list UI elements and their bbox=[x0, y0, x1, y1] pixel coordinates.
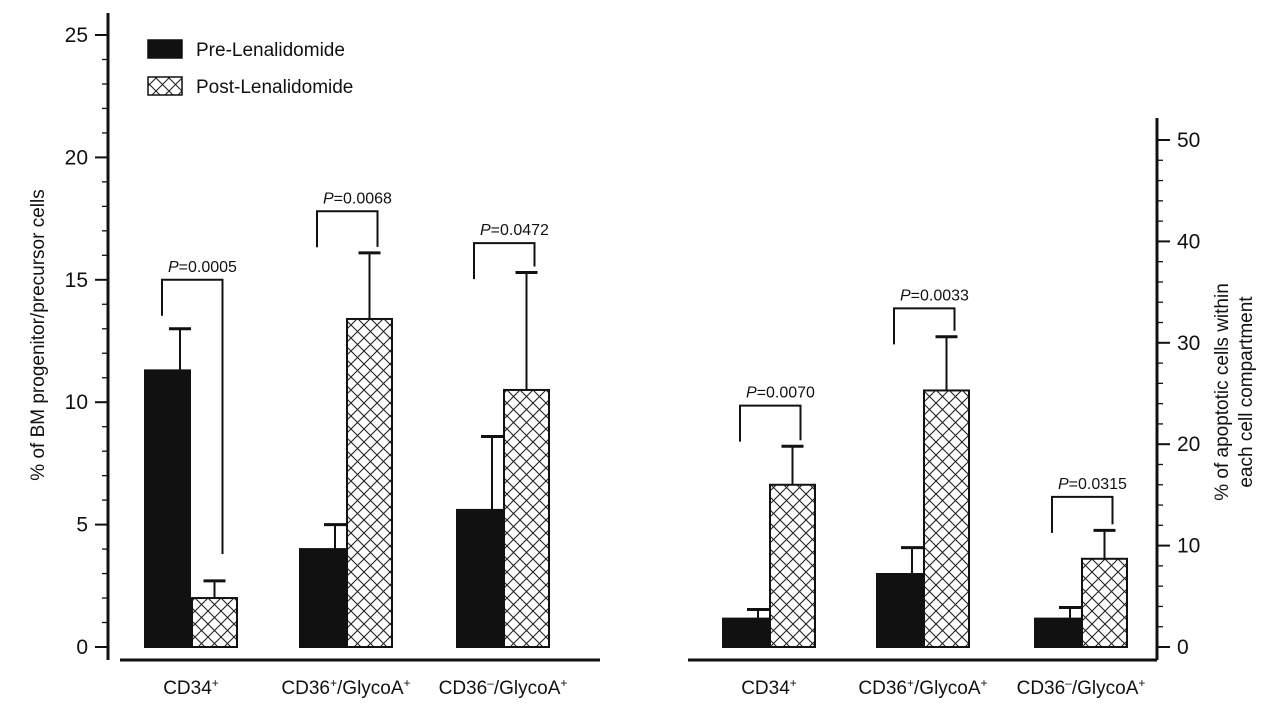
pvalue-label: P=0.0005 bbox=[168, 259, 237, 276]
legend: Pre-Lenalidomide Post-Lenalidomide bbox=[147, 39, 353, 98]
category-label: CD34+ bbox=[163, 676, 219, 699]
pvalue-bracket bbox=[1051, 495, 1114, 533]
y-tick-label: 25 bbox=[65, 24, 88, 47]
legend-swatch-pre bbox=[147, 39, 183, 59]
pvalue-label: P=0.0070 bbox=[746, 385, 815, 402]
y-tick-label: 20 bbox=[65, 146, 88, 169]
bar-post-lenalidomide bbox=[1081, 557, 1128, 648]
pvalue-bracket bbox=[473, 242, 536, 280]
pvalue-label: P=0.0315 bbox=[1058, 476, 1127, 493]
category-label: CD34+ bbox=[741, 676, 797, 699]
bar-post-lenalidomide bbox=[923, 389, 970, 648]
y-tick-label: 5 bbox=[76, 514, 88, 537]
pvalue-label: P=0.0033 bbox=[900, 287, 969, 304]
bar-post-lenalidomide bbox=[346, 317, 393, 648]
bar-post-lenalidomide bbox=[503, 388, 550, 648]
bar-pre-lenalidomide bbox=[299, 548, 346, 649]
y-tick-label: 10 bbox=[65, 391, 88, 414]
y-tick-label: 0 bbox=[76, 636, 88, 659]
y-tick-label: 40 bbox=[1177, 230, 1200, 253]
left-panel: 0 5 10 15 20 25 P=0.0005 CD34+ P=0.0068 CD36+/Gly… bbox=[65, 13, 600, 699]
category-label: CD36+/GlycoA+ bbox=[281, 676, 410, 699]
pvalue-label: P=0.0472 bbox=[480, 222, 549, 239]
bar-pre-lenalidomide bbox=[144, 369, 191, 648]
legend-swatch-post bbox=[147, 76, 183, 96]
legend-label-post: Post-Lenalidomide bbox=[196, 77, 353, 98]
bar-pre-lenalidomide bbox=[456, 508, 503, 648]
pvalue-label: P=0.0068 bbox=[323, 190, 392, 207]
category-label: CD36–/GlycoA+ bbox=[1017, 676, 1146, 699]
y-tick-label: 0 bbox=[1177, 636, 1189, 659]
left-y-axis-title: % of BM progenitor/precursor cells bbox=[28, 189, 49, 480]
y-tick-label: 50 bbox=[1177, 129, 1200, 152]
y-tick-label: 15 bbox=[65, 269, 88, 292]
pvalue-bracket bbox=[739, 404, 802, 442]
y-tick-label: 10 bbox=[1177, 535, 1200, 558]
bar-pre-lenalidomide bbox=[876, 572, 923, 649]
pvalue-bracket bbox=[316, 210, 379, 248]
right-y-axis-title-line2: each cell compartment bbox=[1236, 296, 1257, 488]
category-label: CD36+/GlycoA+ bbox=[858, 676, 987, 699]
right-y-axis-title-line1: % of apoptotic cells within bbox=[1212, 283, 1233, 501]
right-panel: 0 10 20 30 40 50 P=0.0070 CD34+ P=0.0033 CD36+/Gl… bbox=[688, 118, 1200, 699]
legend-label-pre: Pre-Lenalidomide bbox=[196, 40, 345, 61]
y-tick-label: 20 bbox=[1177, 433, 1200, 456]
bar-pre-lenalidomide bbox=[722, 617, 769, 648]
bar-post-lenalidomide bbox=[191, 597, 238, 648]
bar-pre-lenalidomide bbox=[1034, 617, 1081, 648]
pvalue-bracket bbox=[161, 278, 224, 554]
pvalue-bracket bbox=[893, 307, 956, 345]
bar-post-lenalidomide bbox=[769, 483, 816, 649]
category-label: CD36–/GlycoA+ bbox=[439, 676, 568, 699]
y-tick-label: 30 bbox=[1177, 332, 1200, 355]
